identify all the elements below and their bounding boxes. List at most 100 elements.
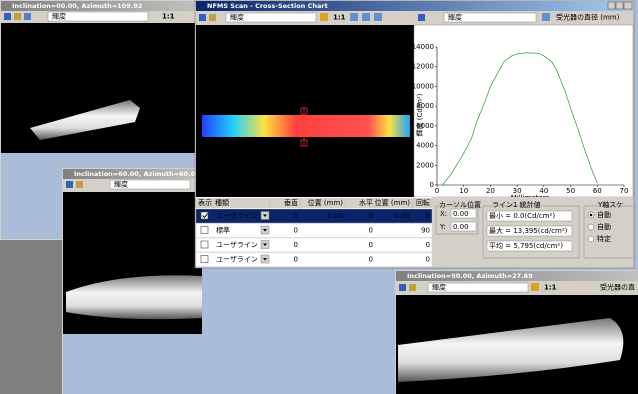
cell: 0: [369, 212, 373, 220]
radio-label: 自動: [597, 210, 611, 219]
icon[interactable]: [418, 14, 425, 21]
chart-pane: [413, 24, 634, 198]
dropdown-arrow: [263, 229, 267, 232]
y-scale-title: Y軸スケ: [597, 200, 623, 209]
title-bar[interactable]: [396, 271, 638, 281]
group-box: [583, 205, 635, 259]
cell: ユーザライン: [216, 241, 258, 249]
mode-select[interactable]: [109, 179, 191, 190]
option-label[interactable]: 受光器の直径 (mm): [556, 13, 620, 22]
option-label[interactable]: 受光器の直: [600, 283, 635, 292]
x-tick-label: 30: [513, 187, 522, 195]
column-header: 垂直: [284, 198, 298, 207]
cursor-y-value: 0.00: [453, 223, 469, 231]
icon[interactable]: [76, 181, 83, 188]
radio-dot: [589, 213, 593, 217]
checkbox[interactable]: [200, 240, 209, 249]
icon[interactable]: [66, 181, 73, 188]
radio-button[interactable]: [587, 223, 595, 231]
window-title: NFMS Scan - Cross-Section Chart: [207, 2, 328, 10]
zoom-button[interactable]: 1:1: [333, 14, 346, 22]
heatmap-image: [202, 115, 410, 137]
title-bar[interactable]: [63, 169, 202, 179]
maximize-button[interactable]: [615, 1, 624, 10]
window-title: Inclination=60.00, Azimuth=60.00: [74, 170, 200, 178]
close-button[interactable]: [623, 1, 633, 10]
main-window: NFMS Scan - Cross-Section Chart 輝度 1:1 輝…: [194, 0, 635, 269]
color-button[interactable]: [320, 13, 328, 21]
y-tick-label: 12000: [412, 63, 434, 71]
color-button[interactable]: [531, 283, 539, 291]
lamp-image: [30, 100, 140, 140]
cell: 0: [426, 241, 430, 249]
handle[interactable]: [300, 107, 308, 115]
handle[interactable]: [300, 139, 308, 147]
icon[interactable]: [362, 13, 370, 21]
mode-select[interactable]: [443, 12, 537, 23]
mode-select[interactable]: [225, 12, 317, 23]
field: [486, 210, 573, 222]
x-tick-label: 0: [435, 187, 439, 195]
y-axis-label: 輝度 (Cd/m²): [415, 93, 424, 136]
cell: 標準: [216, 226, 230, 235]
stats-mean: 平均 = 5,795(cd/cm²): [489, 241, 563, 250]
mode-select[interactable]: [427, 282, 529, 293]
x-tick-label: 40: [539, 187, 548, 195]
cell: 0.00: [394, 212, 410, 220]
dropdown-arrow: [263, 214, 267, 217]
dropdown-arrow: [263, 243, 267, 246]
radio-button[interactable]: [587, 235, 595, 243]
lamp-image: [66, 275, 202, 320]
window-middle-left: Inclination=60.00, Azimuth=60.00 輝度: [62, 168, 202, 394]
window-top-left: Inclination=00.00, Azimuth=109.92 輝度 1:1: [0, 0, 198, 240]
cell: 90: [421, 227, 430, 235]
field: [486, 240, 573, 252]
icon[interactable]: [14, 13, 21, 20]
lamp-image: [398, 318, 624, 382]
checkbox[interactable]: [200, 211, 209, 220]
cell: 0: [369, 256, 373, 264]
icon[interactable]: [24, 13, 31, 20]
stats-min: 最小 = 0.0(Cd/cm²): [489, 211, 555, 220]
checkbox[interactable]: [200, 255, 209, 263]
icon[interactable]: [209, 14, 216, 21]
cell: 0: [426, 212, 430, 220]
cell: ユーザライン: [216, 256, 258, 264]
header-row: [196, 198, 432, 208]
mode-label: 輝度: [230, 13, 244, 22]
image: [196, 25, 414, 197]
cell: 0: [369, 241, 373, 249]
icon[interactable]: [199, 14, 206, 21]
window-title: Inclination=90.00, Azimuth=27.69: [407, 272, 533, 280]
icon[interactable]: [350, 13, 358, 21]
icon[interactable]: [409, 284, 416, 291]
empty-area: [63, 334, 202, 394]
x-tick-label: 70: [620, 187, 629, 195]
x-tick-label: 20: [486, 187, 495, 195]
title-bar[interactable]: [1, 1, 197, 11]
icon[interactable]: [542, 13, 550, 21]
zoom-button[interactable]: 1:1: [162, 13, 175, 21]
icon[interactable]: [374, 13, 382, 21]
cursor-x-label: X:: [440, 210, 447, 218]
cell: 0: [369, 227, 373, 235]
minimize-button[interactable]: [607, 1, 616, 10]
mode-select[interactable]: [47, 11, 149, 22]
table-row[interactable]: [195, 223, 433, 238]
title-bar[interactable]: [196, 1, 633, 11]
column-header: 位置 (mm): [375, 198, 411, 207]
stats-max: 最大 = 13,395(cd/cm²): [489, 226, 568, 235]
column-header: 回転: [416, 199, 430, 207]
icon[interactable]: [399, 284, 406, 291]
zoom-button[interactable]: 1:1: [544, 284, 557, 292]
cursor-title: カーソル位置: [439, 200, 481, 209]
icon[interactable]: [4, 13, 11, 20]
group-box: [435, 205, 479, 235]
cursor-y-label: Y:: [439, 223, 446, 231]
checkbox[interactable]: [200, 226, 209, 234]
x-tick-label: 10: [459, 187, 468, 195]
field: [450, 221, 477, 232]
